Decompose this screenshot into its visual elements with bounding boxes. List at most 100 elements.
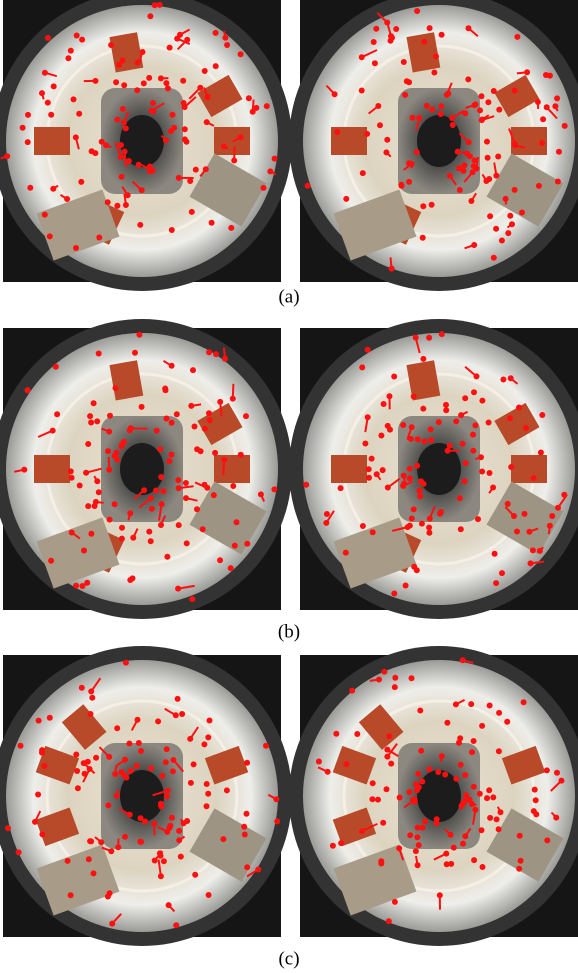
feature-point [443, 402, 449, 408]
feature-point [121, 82, 127, 88]
feature-point [122, 834, 128, 840]
feature-point [75, 785, 81, 791]
feature-point [18, 743, 24, 749]
feature-point [370, 780, 376, 786]
feature-point [451, 845, 457, 851]
feature-point [85, 503, 91, 509]
feature-point [205, 791, 211, 797]
panel-label: (a) [278, 286, 299, 307]
feature-point [391, 374, 397, 380]
feature-point [330, 843, 336, 849]
feature-point [421, 39, 427, 45]
feature-point [530, 547, 536, 553]
feature-point [333, 731, 339, 737]
feature-point [442, 772, 448, 778]
feature-point [36, 718, 42, 724]
feature-point [114, 203, 120, 209]
feature-point [206, 410, 212, 416]
feature-point [471, 738, 477, 744]
feature-point [183, 480, 189, 486]
feature-point [176, 828, 182, 834]
feature-point [443, 407, 449, 413]
feature-point [539, 140, 545, 146]
feature-point [190, 367, 196, 373]
feature-point [202, 482, 208, 488]
feature-point [533, 797, 539, 803]
feature-point [484, 795, 490, 801]
feature-point [35, 792, 41, 798]
door [214, 455, 250, 483]
feature-point [204, 781, 210, 787]
feature-point [366, 466, 372, 472]
feature-point [377, 122, 383, 128]
feature-point [181, 100, 187, 106]
feature-point [158, 801, 164, 807]
panel-label: (c) [278, 948, 299, 969]
feature-point [191, 761, 197, 767]
feature-point [120, 106, 126, 112]
feature-point [533, 811, 539, 817]
feature-point [495, 154, 501, 160]
feature-point [261, 185, 267, 191]
feature-point [508, 464, 514, 470]
feature-track [233, 384, 234, 399]
feature-point [96, 489, 102, 495]
feature-point [246, 95, 252, 101]
feature-point [362, 441, 368, 447]
feature-point [91, 870, 97, 876]
feature-point [138, 748, 144, 754]
feature-point [487, 213, 493, 219]
feature-point [45, 35, 51, 41]
feature-point [512, 88, 518, 94]
feature-point [445, 91, 451, 97]
feature-point [439, 32, 445, 38]
feature-point [244, 760, 250, 766]
feature-point [514, 529, 520, 535]
feature-point [114, 725, 120, 731]
feature-point [487, 703, 493, 709]
feature-point [462, 395, 468, 401]
feature-point [397, 795, 403, 801]
feature-point [422, 818, 428, 824]
feature-point [179, 711, 185, 717]
feature-point [462, 478, 468, 484]
feature-point [87, 413, 93, 419]
feature-point [119, 536, 125, 542]
feature-point [192, 872, 198, 878]
feature-point [370, 529, 376, 535]
feature-point [429, 107, 435, 113]
feature-point [401, 473, 407, 479]
feature-point [458, 526, 464, 532]
feature-point [77, 483, 83, 489]
feature-point [539, 412, 545, 418]
feature-point [107, 413, 113, 419]
feature-track [109, 457, 110, 470]
feature-point [113, 450, 119, 456]
feature-point [244, 541, 250, 547]
feature-point [96, 235, 102, 241]
feature-point [105, 894, 111, 900]
feature-point [472, 422, 478, 428]
feature-point [42, 212, 48, 218]
feature-point [27, 185, 33, 191]
feature-point [417, 493, 423, 499]
feature-point [364, 131, 370, 137]
feature-point [354, 731, 360, 737]
feature-point [413, 848, 419, 854]
feature-point [45, 100, 51, 106]
feature-point [408, 436, 414, 442]
feature-point [189, 209, 195, 215]
feature-point [519, 210, 525, 216]
feature-point [514, 34, 520, 40]
feature-point [164, 554, 170, 560]
feature-point [148, 538, 154, 544]
feature-point [132, 350, 138, 356]
feature-point [194, 506, 200, 512]
feature-point [421, 481, 427, 487]
feature-point [417, 488, 423, 494]
feature-point [549, 513, 555, 519]
feature-point [88, 711, 94, 717]
feature-point [264, 103, 270, 109]
feature-point [94, 418, 100, 424]
feature-point [426, 530, 432, 536]
